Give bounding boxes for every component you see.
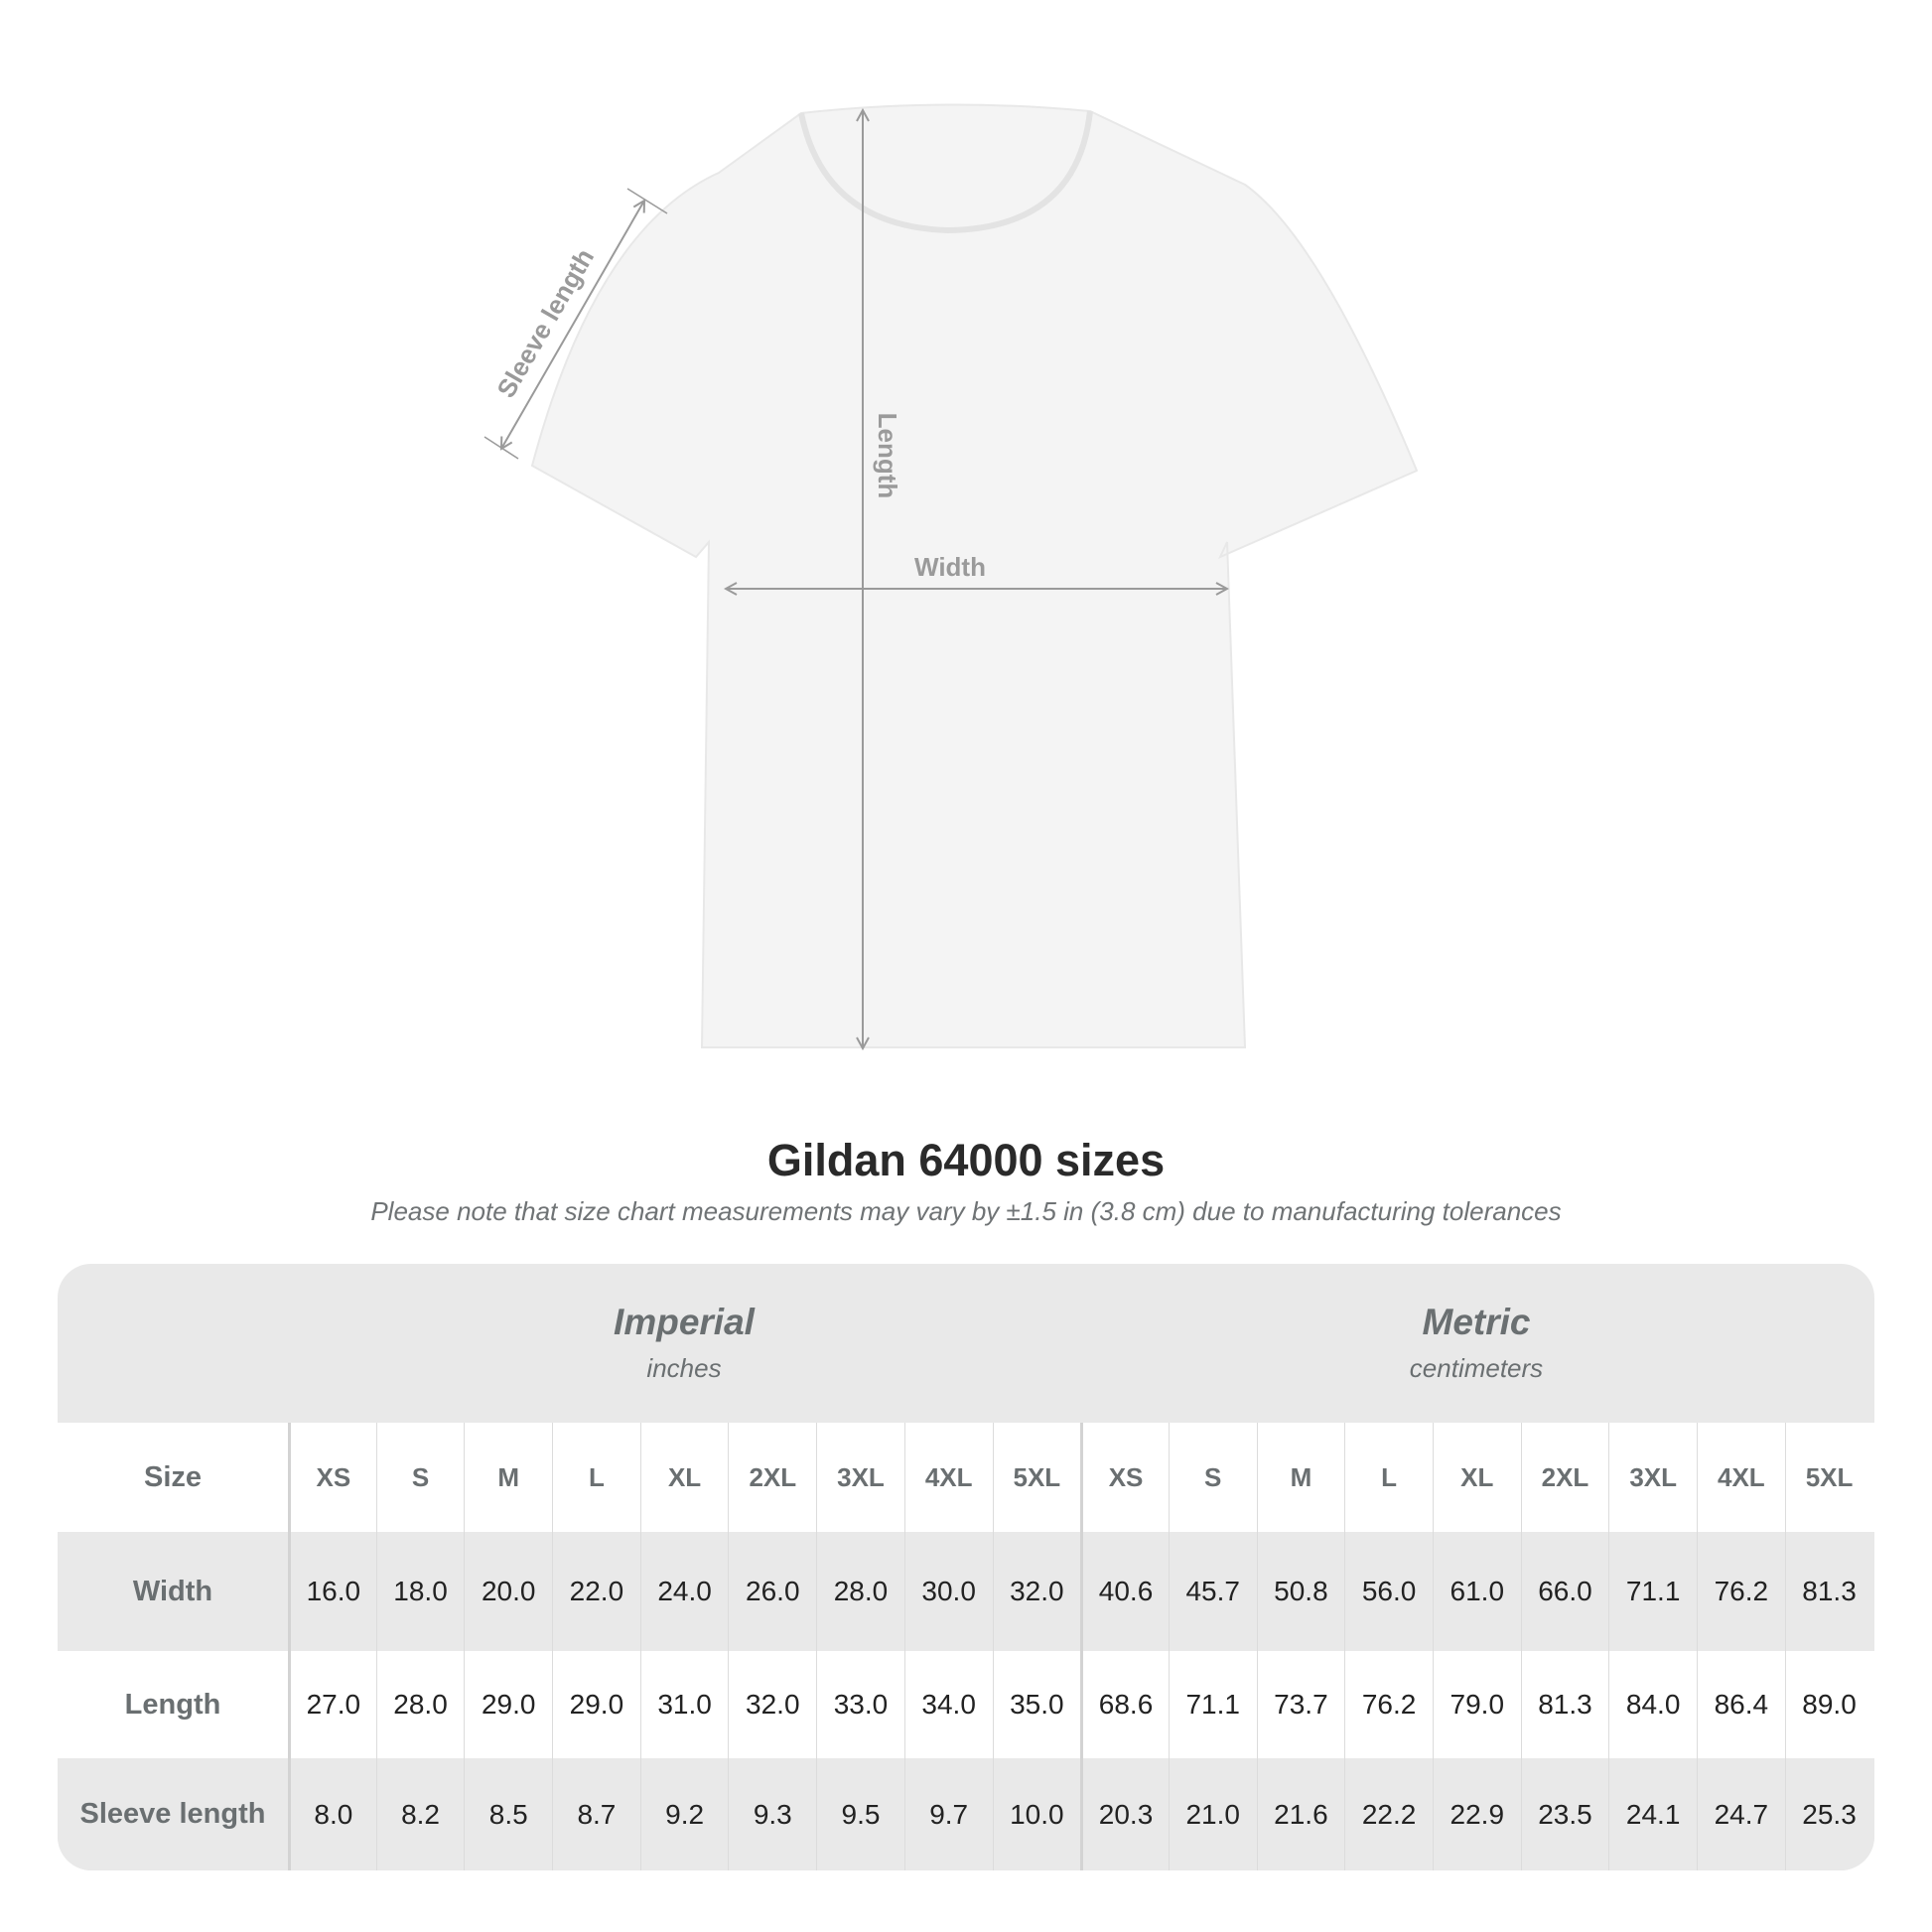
- metric-value-cell: 71.1: [1608, 1532, 1697, 1651]
- metric-value-cell: 24.7: [1697, 1758, 1785, 1870]
- size-header-cell: XS: [1080, 1423, 1169, 1532]
- metric-value-cell: 86.4: [1697, 1651, 1785, 1758]
- size-header-cell: L: [1344, 1423, 1433, 1532]
- size-header-cell: M: [464, 1423, 552, 1532]
- metric-value-cell: 21.6: [1256, 1758, 1345, 1870]
- imperial-value-cell: 20.0: [464, 1532, 552, 1651]
- size-header-cell: 5XL: [1784, 1423, 1873, 1532]
- imperial-value-cell: 29.0: [552, 1651, 640, 1758]
- metric-value-cell: 81.3: [1784, 1532, 1873, 1651]
- imperial-value-cell: 33.0: [816, 1651, 904, 1758]
- imperial-value-cell: 28.0: [816, 1532, 904, 1651]
- metric-value-cell: 68.6: [1080, 1651, 1169, 1758]
- page-title: Gildan 64000 sizes: [766, 1135, 1166, 1185]
- imperial-unit: inches: [646, 1353, 722, 1383]
- metric-value-cell: 20.3: [1080, 1758, 1169, 1870]
- length-label: Length: [873, 413, 902, 499]
- row-label: Sleeve length: [79, 1798, 266, 1830]
- imperial-value-cell: 29.0: [464, 1651, 552, 1758]
- metric-value-cell: 45.7: [1168, 1532, 1257, 1651]
- imperial-value-cell: 30.0: [903, 1532, 993, 1651]
- metric-value-cell: 23.5: [1520, 1758, 1609, 1870]
- metric-value-cell: 76.2: [1344, 1651, 1433, 1758]
- imperial-value-cell: 10.0: [992, 1758, 1081, 1870]
- metric-value-cell: 71.1: [1168, 1651, 1257, 1758]
- size-header-cell: M: [1256, 1423, 1345, 1532]
- size-header-cell: 4XL: [903, 1423, 993, 1532]
- table-row: Length 27.0 28.0 29.0 29.0 31.0 32.0 33.0 34.0 35…: [58, 1651, 1874, 1758]
- tolerance-note: Please note that size chart measurements…: [370, 1196, 1562, 1226]
- imperial-value-cell: 27.0: [288, 1651, 376, 1758]
- size-header-cell: 2XL: [1520, 1423, 1609, 1532]
- size-header-cell: XL: [639, 1423, 729, 1532]
- size-table: Imperial inches Metric centimeters Size X…: [58, 1264, 1874, 1870]
- metric-value-cell: 81.3: [1520, 1651, 1609, 1758]
- metric-value-cell: 24.1: [1608, 1758, 1697, 1870]
- imperial-value-cell: 9.2: [639, 1758, 729, 1870]
- tshirt-collar: [798, 110, 1093, 234]
- tshirt-diagram: Width Length Sleeve length: [483, 103, 1419, 1092]
- size-header-row: Size XS S M L XL 2XL 3XL 4XL 5XL XS S M L XL 2XL 3XL 4XL 5…: [58, 1423, 1874, 1532]
- size-header-cell: XS: [288, 1423, 376, 1532]
- metric-value-cell: 66.0: [1520, 1532, 1609, 1651]
- imperial-header: Imperial inches: [288, 1264, 1080, 1423]
- imperial-value-cell: 26.0: [728, 1532, 816, 1651]
- imperial-value-cell: 31.0: [639, 1651, 729, 1758]
- metric-value-cell: 40.6: [1080, 1532, 1169, 1651]
- metric-value-cell: 73.7: [1256, 1651, 1345, 1758]
- imperial-title: Imperial: [614, 1302, 755, 1342]
- metric-value-cell: 56.0: [1344, 1532, 1433, 1651]
- imperial-value-cell: 9.5: [816, 1758, 904, 1870]
- metric-title: Metric: [1422, 1302, 1531, 1342]
- imperial-value-cell: 34.0: [903, 1651, 993, 1758]
- imperial-value-cell: 32.0: [992, 1532, 1081, 1651]
- metric-value-cell: 76.2: [1697, 1532, 1785, 1651]
- table-row: Sleeve length 8.0 8.2 8.5 8.7 9.2 9.3 9.5 9.7 10.…: [58, 1758, 1874, 1870]
- metric-value-cell: 84.0: [1608, 1651, 1697, 1758]
- imperial-value-cell: 24.0: [639, 1532, 729, 1651]
- size-header-cell: XL: [1432, 1423, 1521, 1532]
- metric-value-cell: 25.3: [1784, 1758, 1873, 1870]
- size-header-cell: 2XL: [728, 1423, 816, 1532]
- metric-unit: centimeters: [1409, 1353, 1544, 1383]
- size-label: Size: [143, 1460, 203, 1493]
- imperial-value-cell: 9.7: [903, 1758, 993, 1870]
- imperial-value-cell: 8.5: [464, 1758, 552, 1870]
- imperial-value-cell: 22.0: [552, 1532, 640, 1651]
- metric-value-cell: 22.9: [1432, 1758, 1521, 1870]
- table-row: Width 16.0 18.0 20.0 22.0 24.0 26.0 28.0 30.0 32.…: [58, 1532, 1874, 1651]
- metric-value-cell: 22.2: [1344, 1758, 1433, 1870]
- imperial-value-cell: 35.0: [992, 1651, 1081, 1758]
- imperial-value-cell: 8.7: [552, 1758, 640, 1870]
- size-header-cell: S: [1168, 1423, 1257, 1532]
- sleeve-arrow: [501, 201, 644, 449]
- size-header-cell: 3XL: [1608, 1423, 1697, 1532]
- imperial-value-cell: 8.0: [288, 1758, 376, 1870]
- size-header-cell: 5XL: [992, 1423, 1081, 1532]
- imperial-value-cell: 32.0: [728, 1651, 816, 1758]
- metric-header: Metric centimeters: [1080, 1264, 1872, 1423]
- row-label: Length: [124, 1688, 221, 1721]
- metric-value-cell: 21.0: [1168, 1758, 1257, 1870]
- imperial-value-cell: 9.3: [728, 1758, 816, 1870]
- size-header-cell: 4XL: [1697, 1423, 1785, 1532]
- imperial-value-cell: 16.0: [288, 1532, 376, 1651]
- width-label: Width: [914, 552, 986, 582]
- metric-value-cell: 50.8: [1256, 1532, 1345, 1651]
- size-header-cell: L: [552, 1423, 640, 1532]
- imperial-value-cell: 18.0: [375, 1532, 465, 1651]
- imperial-value-cell: 8.2: [375, 1758, 465, 1870]
- metric-value-cell: 61.0: [1432, 1532, 1521, 1651]
- imperial-value-cell: 28.0: [375, 1651, 465, 1758]
- row-label: Width: [132, 1575, 213, 1607]
- size-header-cell: 3XL: [816, 1423, 904, 1532]
- size-header-cell: S: [375, 1423, 465, 1532]
- metric-value-cell: 89.0: [1784, 1651, 1873, 1758]
- metric-value-cell: 79.0: [1432, 1651, 1521, 1758]
